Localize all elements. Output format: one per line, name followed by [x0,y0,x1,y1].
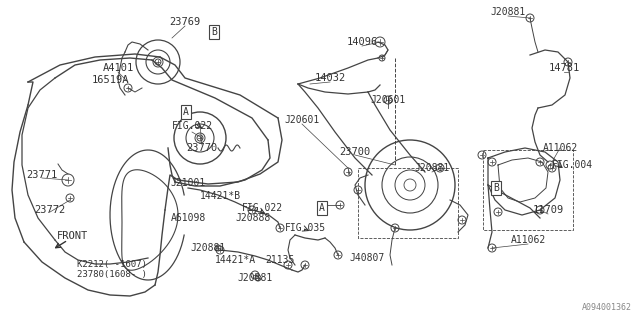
Text: A: A [319,203,325,213]
Text: A11062: A11062 [510,235,546,245]
Text: 23769: 23769 [170,17,200,27]
Text: 23771: 23771 [26,170,58,180]
Text: J20881: J20881 [237,273,273,283]
Text: A: A [183,107,189,117]
Text: B: B [493,183,499,193]
Text: 14421*A: 14421*A [214,255,255,265]
Text: A094001362: A094001362 [582,303,632,312]
Text: FIG.022: FIG.022 [172,121,212,131]
Text: B: B [211,27,217,37]
Text: J21001: J21001 [170,178,205,188]
Text: FIG.035: FIG.035 [284,223,326,233]
Text: A11062: A11062 [542,143,578,153]
Text: J20881: J20881 [414,163,450,173]
Text: FIG.022: FIG.022 [241,203,283,213]
Text: 14096: 14096 [346,37,378,47]
Text: J20881: J20881 [190,243,226,253]
Text: 23772: 23772 [35,205,66,215]
Text: 23700: 23700 [339,147,371,157]
Text: J20601: J20601 [284,115,319,125]
Text: 14032: 14032 [314,73,346,83]
Text: J40807: J40807 [349,253,385,263]
Text: FIG.004: FIG.004 [552,160,593,170]
Text: FRONT: FRONT [56,231,88,241]
Text: 23780(1608- ): 23780(1608- ) [77,269,147,278]
Text: 14781: 14781 [548,63,580,73]
Text: J20881: J20881 [490,7,525,17]
Text: J20888: J20888 [236,213,271,223]
Text: J20601: J20601 [371,95,406,105]
Text: 21135: 21135 [266,255,294,265]
Text: A61098: A61098 [170,213,205,223]
Text: A4101: A4101 [102,63,134,73]
Text: 23770: 23770 [186,143,218,153]
Text: 16519A: 16519A [92,75,129,85]
Text: 11709: 11709 [532,205,564,215]
Text: K2212( -1607): K2212( -1607) [77,260,147,268]
Text: 14421*B: 14421*B [200,191,241,201]
